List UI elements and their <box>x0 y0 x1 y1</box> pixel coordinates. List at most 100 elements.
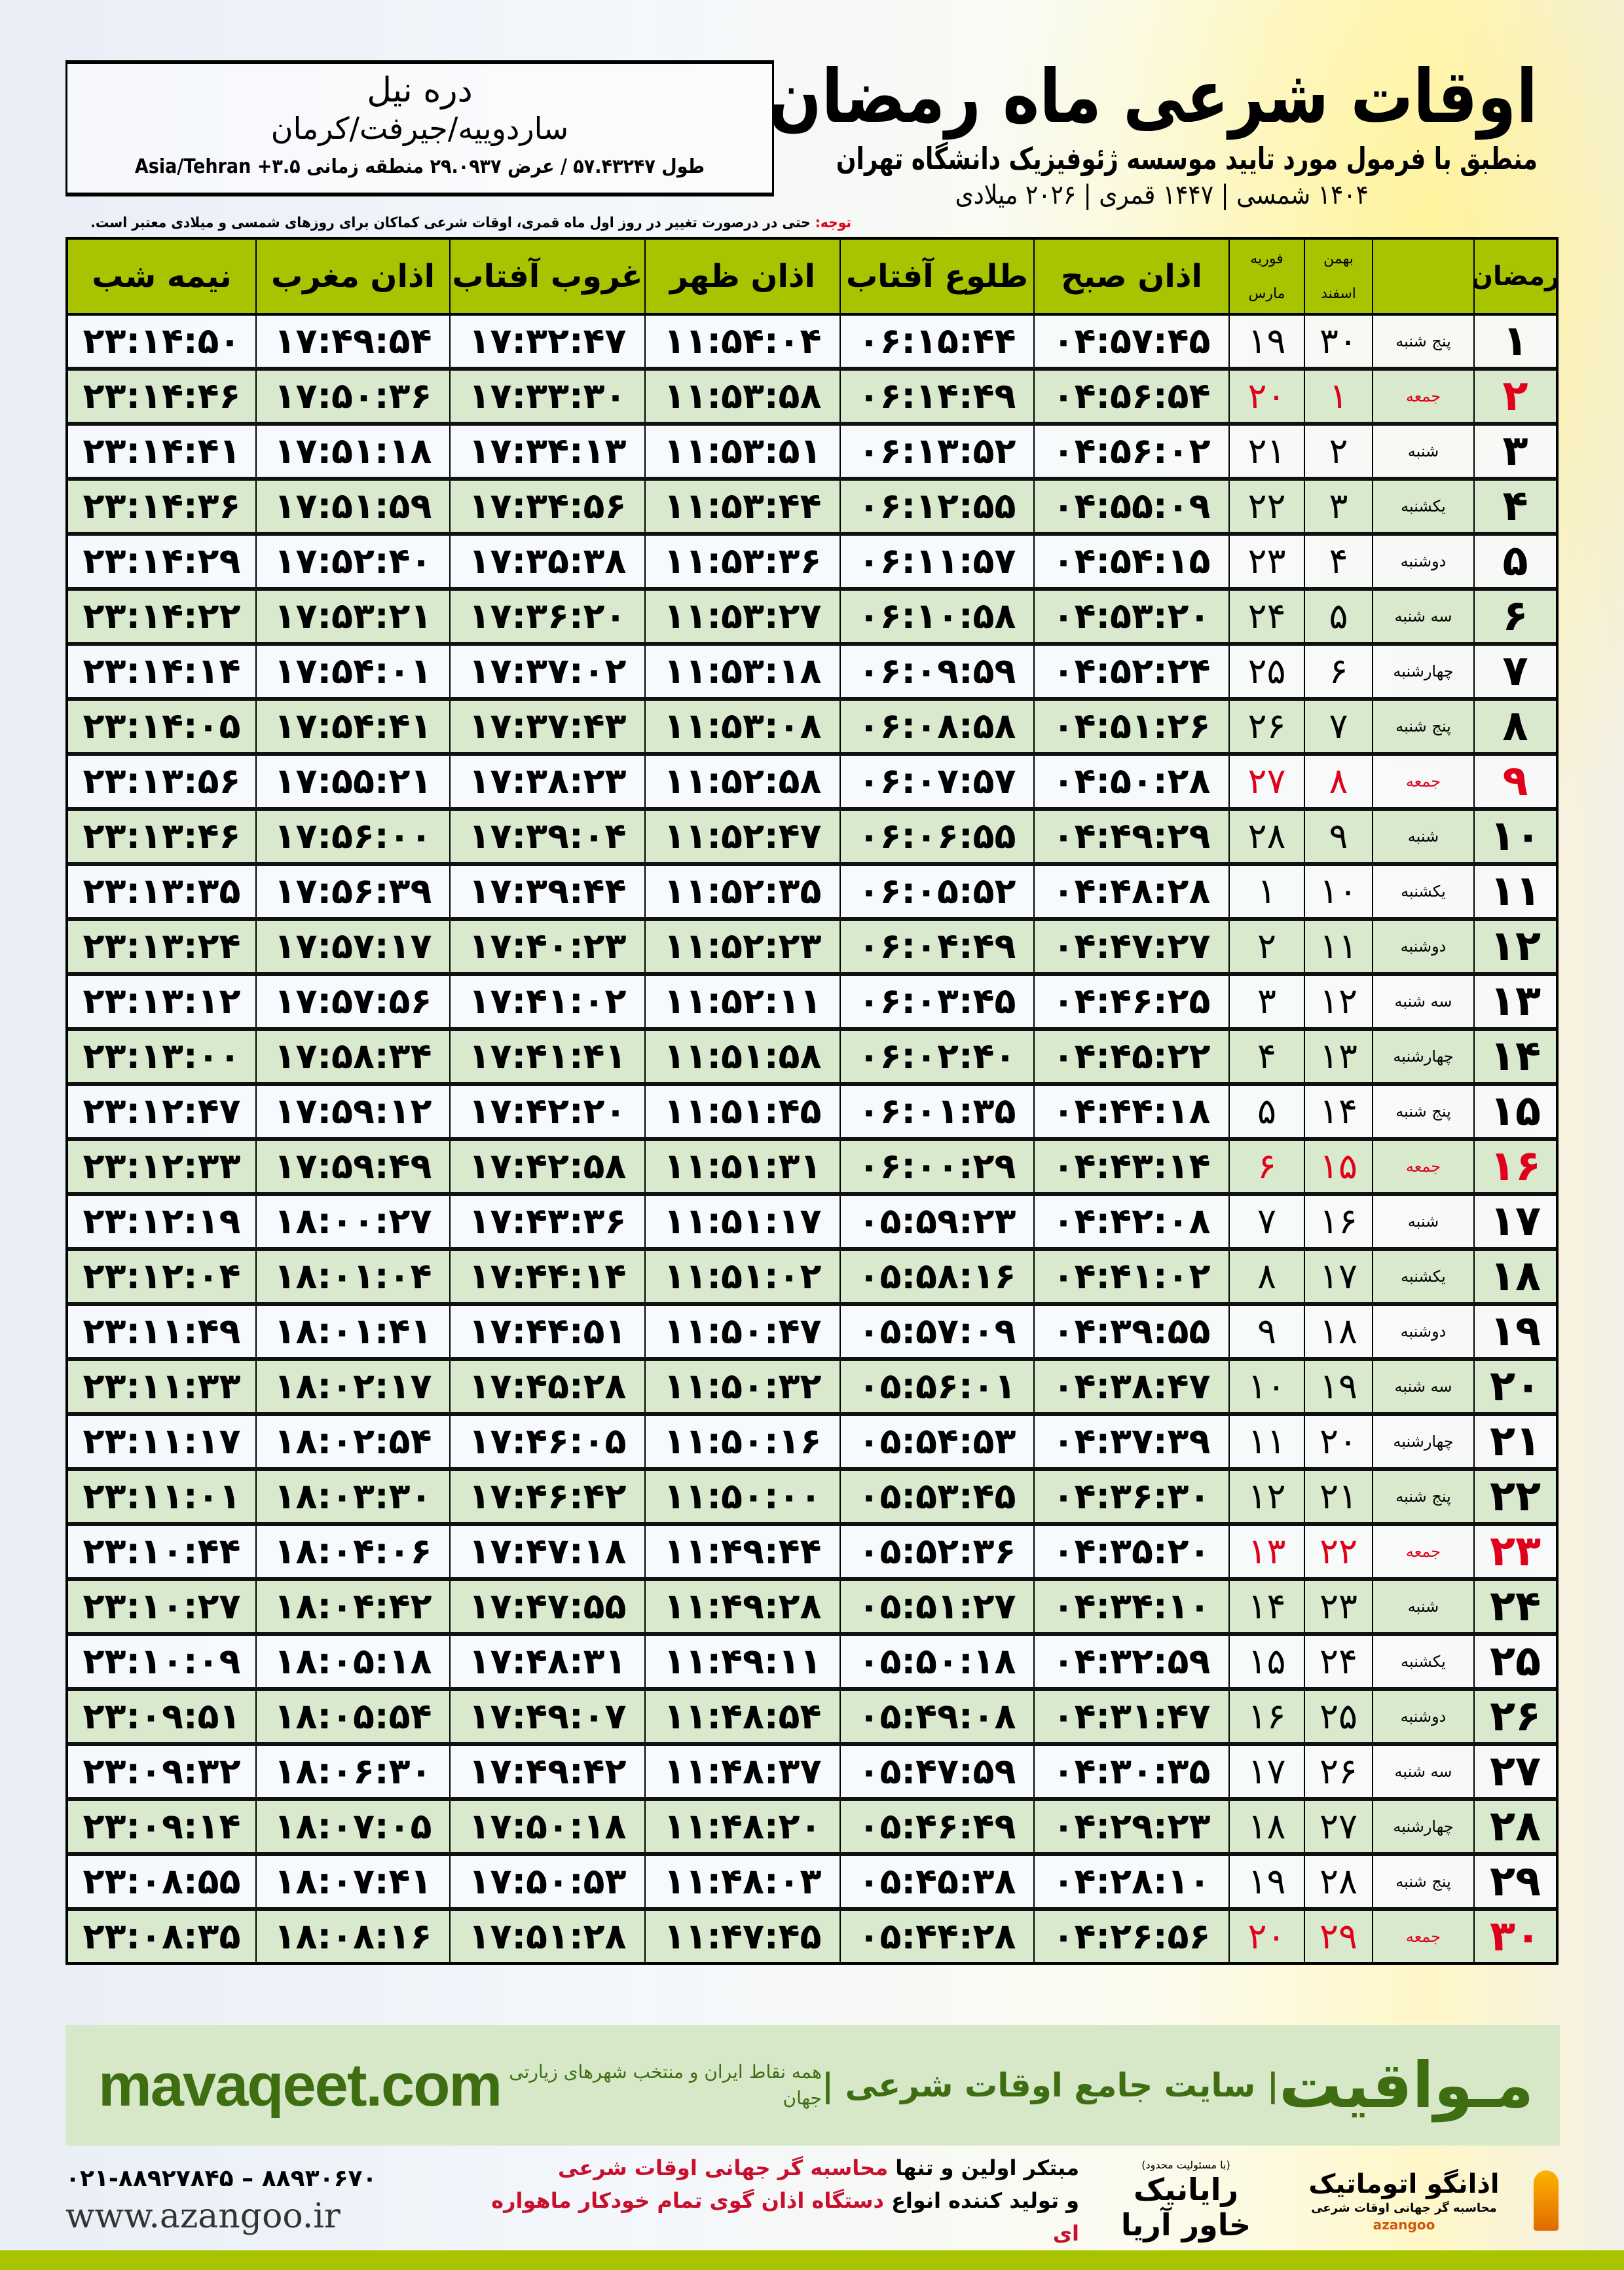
miladi-day: ۹ <box>1228 1306 1304 1357</box>
miladi-day: ۱۹ <box>1228 1856 1304 1907</box>
time-ghorub: ۱۷:۴۶:۴۲ <box>449 1471 644 1522</box>
time-zohr: ۱۱:۴۸:۲۰ <box>644 1801 840 1852</box>
weekday: شنبه <box>1372 811 1473 862</box>
shamsi-day: ۵ <box>1304 591 1372 642</box>
miladi-day: ۱ <box>1228 866 1304 917</box>
time-sobh: ۰۴:۵۵:۰۹ <box>1033 481 1228 532</box>
time-ghorub: ۱۷:۴۹:۰۷ <box>449 1691 644 1742</box>
ramadan-day: ۱۰ <box>1473 811 1556 862</box>
time-zohr: ۱۱:۵۰:۳۲ <box>644 1361 840 1412</box>
time-zohr: ۱۱:۴۸:۰۳ <box>644 1856 840 1907</box>
time-zohr: ۱۱:۵۱:۱۷ <box>644 1196 840 1247</box>
time-ghorub: ۱۷:۳۷:۴۳ <box>449 701 644 752</box>
table-row: ۱۸ یکشنبه ۱۷ ۸ ۰۴:۴۱:۰۲ ۰۵:۵۸:۱۶ ۱۱:۵۱:۰۲ ۱۷:۴۴… <box>68 1251 1556 1306</box>
shamsi-day: ۱۳ <box>1304 1031 1372 1082</box>
time-zohr: ۱۱:۴۷:۴۵ <box>644 1911 840 1962</box>
miladi-day: ۲۳ <box>1228 536 1304 587</box>
time-maghreb: ۱۸:۰۲:۵۴ <box>255 1416 449 1467</box>
time-tolu: ۰۵:۵۲:۳۶ <box>840 1526 1033 1577</box>
ramadan-day: ۸ <box>1473 701 1556 752</box>
table-row: ۳ شنبه ۲ ۲۱ ۰۴:۵۶:۰۲ ۰۶:۱۳:۵۲ ۱۱:۵۳:۵۱ ۱۷:۳۴:۱۳… <box>68 426 1556 481</box>
time-zohr: ۱۱:۵۰:۱۶ <box>644 1416 840 1467</box>
time-maghreb: ۱۸:۰۰:۲۷ <box>255 1196 449 1247</box>
time-nime: ۲۳:۱۲:۴۷ <box>83 1090 241 1132</box>
time-ghorub: ۱۷:۴۴:۱۴ <box>449 1251 644 1302</box>
time-maghreb: ۱۷:۵۱:۱۸ <box>255 426 449 477</box>
rayanik-note: (با مسئولیت محدود) <box>1141 2159 1230 2171</box>
ramadan-day: ۵ <box>1473 536 1556 587</box>
table-row: ۳۰ جمعه ۲۹ ۲۰ ۰۴:۲۶:۵۶ ۰۵:۴۴:۲۸ ۱۱:۴۷:۴۵ ۱۷:۵۱:… <box>68 1911 1556 1962</box>
time-ghorub: ۱۷:۴۷:۵۵ <box>449 1581 644 1632</box>
promo-line1: مبتکر اولین و تنها <box>888 2155 1079 2180</box>
weekday: چهارشنبه <box>1372 1801 1473 1852</box>
miladi-day: ۱۷ <box>1228 1746 1304 1797</box>
time-maghreb: ۱۷:۵۵:۲۱ <box>255 756 449 807</box>
time-nime: ۲۳:۱۳:۰۰ <box>83 1035 241 1077</box>
time-maghreb: ۱۷:۵۴:۴۱ <box>255 701 449 752</box>
time-sobh: ۰۴:۴۸:۲۸ <box>1033 866 1228 917</box>
miladi-day: ۱۶ <box>1228 1691 1304 1742</box>
shamsi-day: ۲۹ <box>1304 1911 1372 1962</box>
time-sobh: ۰۴:۲۸:۱۰ <box>1033 1856 1228 1907</box>
prayer-times-table: رمضان بهمن اسفند فوریه مارس اذان صبح طلوع … <box>65 237 1559 1965</box>
time-tolu: ۰۵:۵۴:۵۳ <box>840 1416 1033 1467</box>
ramadan-day: ۱۷ <box>1473 1196 1556 1247</box>
rayanik-logo: (با مسئولیت محدود) رایانیک خاور آریا <box>1098 2159 1274 2242</box>
miladi-day: ۲۶ <box>1228 701 1304 752</box>
time-nime: ۲۳:۰۸:۵۵ <box>83 1861 241 1902</box>
time-tolu: ۰۶:۰۶:۵۵ <box>840 811 1033 862</box>
banner-tagline-small: همه نقاط ایران و منتخب شهرهای زیارتی جها… <box>509 2061 822 2109</box>
region-name: ساردوییه/جیرفت/کرمان <box>270 111 569 146</box>
weekday: دوشنبه <box>1372 1306 1473 1357</box>
time-sobh: ۰۴:۴۴:۱۸ <box>1033 1086 1228 1137</box>
ramadan-day: ۱۴ <box>1473 1031 1556 1082</box>
phone-numbers: ۰۲۱-۸۸۹۲۷۸۴۵ – ۸۸۹۳۰۶۷۰ <box>65 2165 377 2192</box>
weekday: چهارشنبه <box>1372 646 1473 697</box>
time-nime: ۲۳:۱۱:۰۱ <box>83 1476 241 1517</box>
page-subtitle: منطبق با فرمول مورد تایید موسسه ژئوفیزیک… <box>836 141 1538 176</box>
time-maghreb: ۱۷:۵۹:۴۹ <box>255 1141 449 1192</box>
time-ghorub: ۱۷:۵۱:۲۸ <box>449 1911 644 1962</box>
time-tolu: ۰۶:۰۴:۴۹ <box>840 921 1033 972</box>
weekday: پنج شنبه <box>1372 316 1473 367</box>
time-zohr: ۱۱:۵۳:۰۸ <box>644 701 840 752</box>
header-nime: نیمه شب <box>92 258 232 295</box>
weekday: یکشنبه <box>1372 1251 1473 1302</box>
azangoo-url[interactable]: www.azangoo.ir <box>65 2197 341 2236</box>
time-ghorub: ۱۷:۴۵:۲۸ <box>449 1361 644 1412</box>
time-zohr: ۱۱:۵۳:۲۷ <box>644 591 840 642</box>
bottom-stripe <box>0 2250 1624 2270</box>
time-maghreb: ۱۸:۰۷:۰۵ <box>255 1801 449 1852</box>
ramadan-day: ۲ <box>1473 371 1556 422</box>
time-maghreb: ۱۸:۰۸:۱۶ <box>255 1911 449 1962</box>
shamsi-day: ۱۹ <box>1304 1361 1372 1412</box>
time-zohr: ۱۱:۵۲:۴۷ <box>644 811 840 862</box>
miladi-day: ۲۰ <box>1228 1911 1304 1962</box>
shamsi-day: ۲۴ <box>1304 1636 1372 1687</box>
time-tolu: ۰۶:۱۴:۴۹ <box>840 371 1033 422</box>
time-zohr: ۱۱:۵۳:۵۸ <box>644 371 840 422</box>
weekday: سه شنبه <box>1372 976 1473 1027</box>
time-zohr: ۱۱:۵۲:۱۱ <box>644 976 840 1027</box>
shamsi-day: ۱۷ <box>1304 1251 1372 1302</box>
weekday: دوشنبه <box>1372 921 1473 972</box>
shamsi-day: ۲۲ <box>1304 1526 1372 1577</box>
ramadan-day: ۲۸ <box>1473 1801 1556 1852</box>
time-sobh: ۰۴:۳۷:۳۹ <box>1033 1416 1228 1467</box>
time-ghorub: ۱۷:۳۲:۴۷ <box>449 316 644 367</box>
table-row: ۱۱ یکشنبه ۱۰ ۱ ۰۴:۴۸:۲۸ ۰۶:۰۵:۵۲ ۱۱:۵۲:۳۵ ۱۷:۳۹… <box>68 866 1556 921</box>
ramadan-day: ۲۹ <box>1473 1856 1556 1907</box>
time-nime: ۲۳:۱۰:۴۴ <box>83 1531 241 1572</box>
rayanik-name: رایانیک خاور آریا <box>1120 2172 1251 2242</box>
header-sobh: اذان صبح <box>1033 240 1228 313</box>
time-nime: ۲۳:۱۰:۰۹ <box>83 1641 241 1682</box>
mavaqeet-logo: مـواقیت <box>1278 2049 1534 2122</box>
azangoo-logo: اذانگو اتوماتیک محاسبه گر جهانی اوقات شرع… <box>1293 2168 1515 2233</box>
miladi-day: ۲۷ <box>1228 756 1304 807</box>
mavaqeet-url[interactable]: mavaqeet.com <box>98 2051 502 2119</box>
weekday: یکشنبه <box>1372 481 1473 532</box>
time-zohr: ۱۱:۵۲:۵۸ <box>644 756 840 807</box>
time-nime: ۲۳:۱۳:۴۶ <box>83 815 241 857</box>
time-nime: ۲۳:۱۴:۳۶ <box>83 485 241 527</box>
miladi-day: ۲ <box>1228 921 1304 972</box>
